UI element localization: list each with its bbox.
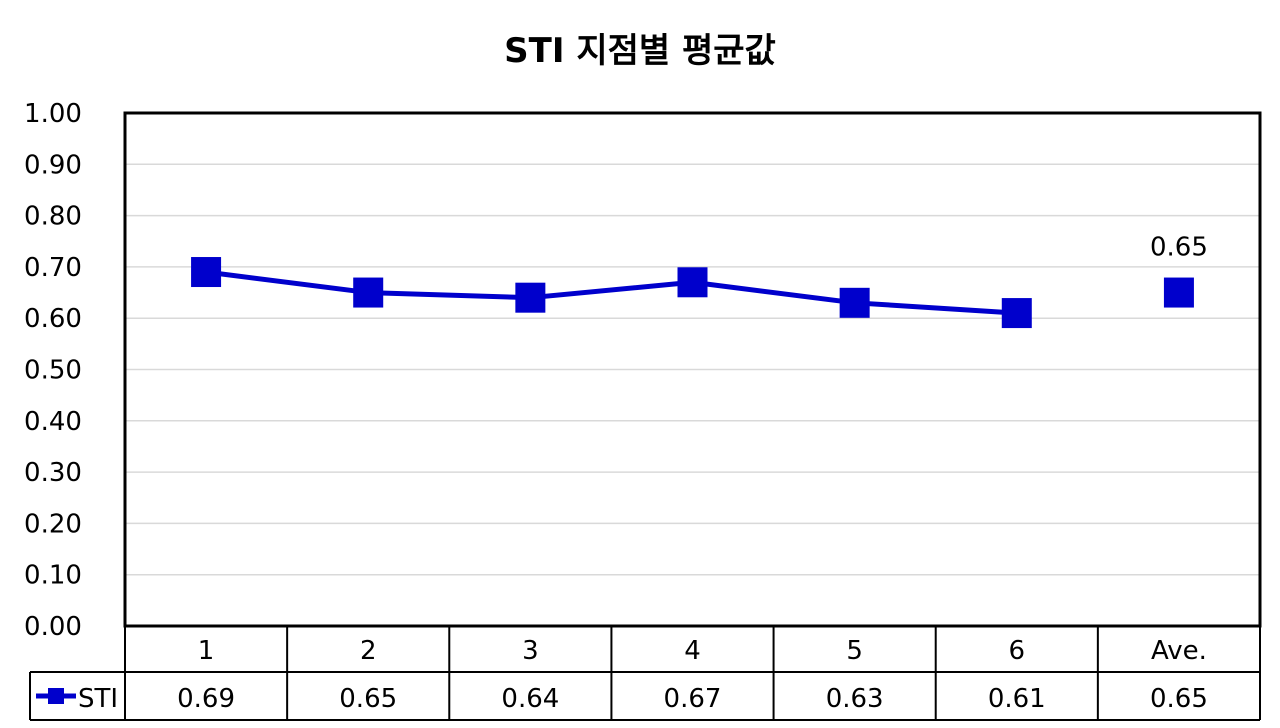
gridlines	[125, 163, 1260, 576]
data-table: 1 2 3 4 5 6 Ave. 0.69 0.65 0.64 0.67 0.63 0.61 0.65 ST…	[29, 626, 1261, 721]
y-tick-label: 0.30	[24, 458, 82, 488]
table-value-cell: 0.67	[664, 684, 722, 714]
data-point-marker	[191, 257, 222, 288]
y-axis-ticks: 0.00 0.10 0.20 0.30 0.40 0.50 0.60 0.70 0.80 0.90…	[24, 99, 82, 642]
y-tick-label: 0.60	[24, 304, 82, 334]
data-point-marker	[1163, 277, 1194, 308]
x-category-label: 1	[198, 636, 215, 666]
data-point-marker	[1001, 298, 1032, 329]
data-point-marker	[677, 267, 708, 298]
x-category-label: 5	[846, 636, 863, 666]
data-label: 0.65	[1150, 233, 1208, 263]
y-tick-label: 0.20	[24, 509, 82, 539]
table-value-cell: 0.61	[988, 684, 1046, 714]
table-value-cell: 0.65	[1150, 684, 1208, 714]
y-tick-label: 0.50	[24, 356, 82, 386]
y-tick-label: 0.80	[24, 202, 82, 232]
table-value-cell: 0.69	[177, 684, 235, 714]
x-category-label: 2	[360, 636, 377, 666]
series-line-layer	[205, 269, 1017, 316]
x-category-label: 3	[522, 636, 539, 666]
plot-area-border	[123, 111, 1262, 628]
table-value-cell: 0.63	[826, 684, 884, 714]
x-category-label: 6	[1009, 636, 1026, 666]
y-tick-label: 0.90	[24, 150, 82, 180]
y-tick-label: 0.00	[24, 612, 82, 642]
x-category-label: 4	[684, 636, 701, 666]
table-value-cell: 0.64	[501, 684, 559, 714]
chart-title: STI 지점별 평균값	[504, 31, 776, 71]
data-point-marker	[515, 282, 546, 313]
annotations: 0.65	[1150, 233, 1208, 263]
legend-marker	[48, 688, 64, 704]
y-tick-label: 0.40	[24, 407, 82, 437]
series-line-sti	[205, 269, 1017, 316]
data-point-marker	[839, 287, 870, 318]
y-tick-label: 0.70	[24, 253, 82, 283]
series-markers	[191, 257, 1194, 329]
data-point-marker	[353, 277, 384, 308]
legend-label: STI	[78, 684, 118, 714]
table-value-cell: 0.65	[339, 684, 397, 714]
y-tick-label: 0.10	[24, 561, 82, 591]
y-tick-label: 1.00	[24, 99, 82, 129]
x-category-label: Ave.	[1151, 636, 1207, 666]
